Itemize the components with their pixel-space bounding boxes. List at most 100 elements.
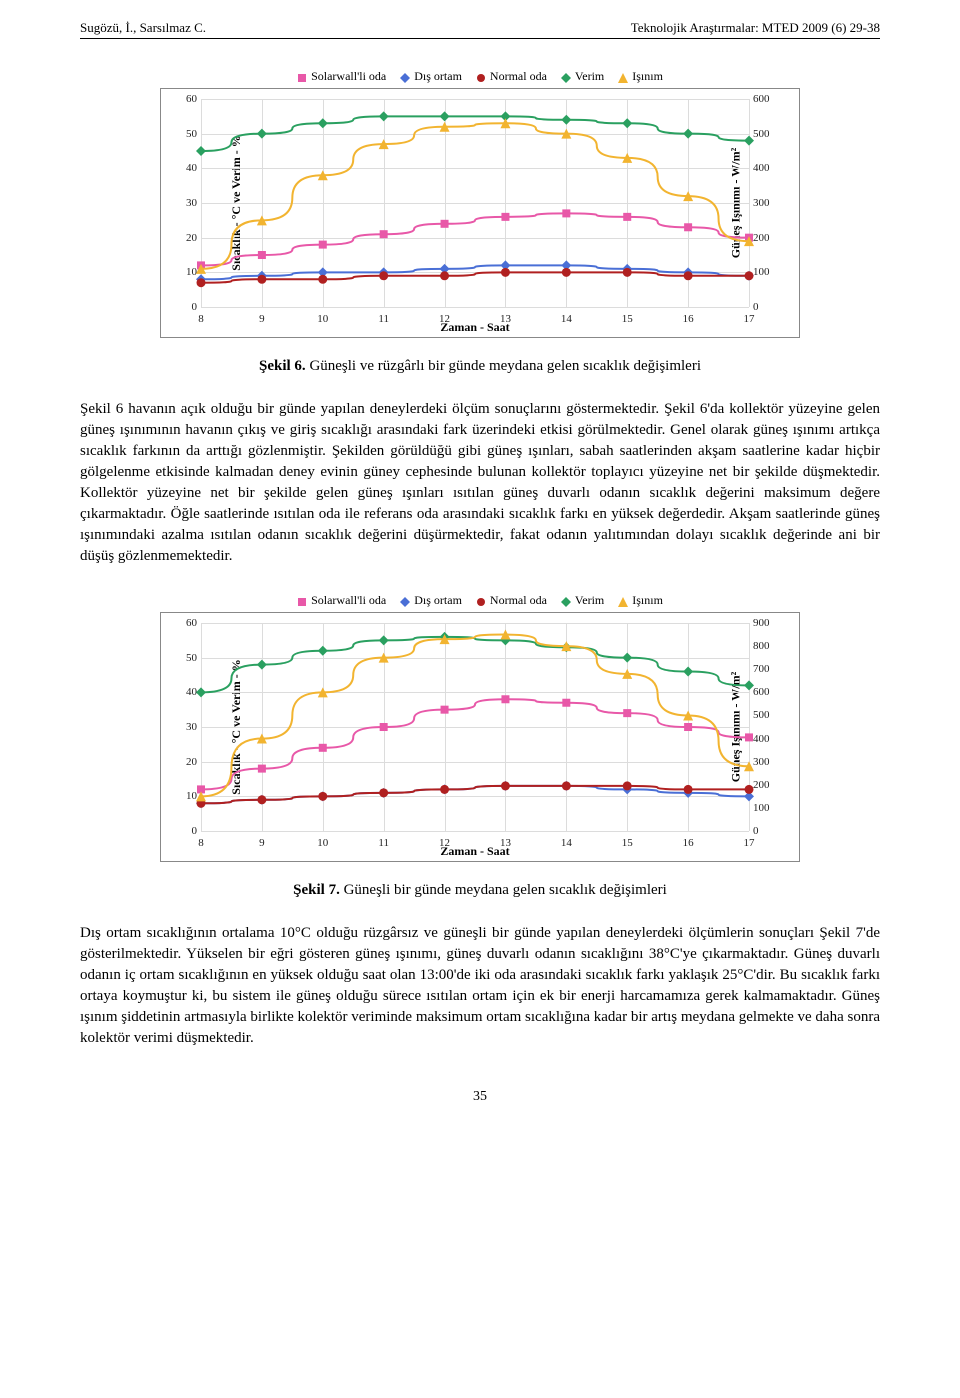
- y-right-tick: 900: [753, 617, 787, 629]
- legend-label: Verim: [575, 69, 604, 84]
- x-tick: 13: [500, 313, 511, 325]
- paragraph-1: Şekil 6 havanın açık olduğu bir günde ya…: [80, 399, 880, 567]
- y-left-tick: 60: [173, 93, 197, 105]
- x-tick: 13: [500, 837, 511, 849]
- y-left-tick: 10: [173, 790, 197, 802]
- legend-label: Normal oda: [490, 69, 547, 84]
- y-right-tick: 500: [753, 709, 787, 721]
- legend-marker-icon: [561, 72, 571, 82]
- y-right-tick: 200: [753, 232, 787, 244]
- x-tick: 16: [683, 837, 694, 849]
- x-tick: 11: [378, 313, 389, 325]
- x-tick: 12: [439, 313, 450, 325]
- legend-label: Işınım: [632, 69, 663, 84]
- legend-marker-icon: [400, 72, 410, 82]
- y-left-tick: 60: [173, 617, 197, 629]
- y-right-tick: 0: [753, 825, 787, 837]
- legend-item: Verim: [561, 593, 604, 608]
- y-left-tick: 20: [173, 232, 197, 244]
- figure-7-plot-area: Sıcaklık - °C ve Verim - % Güneş Işınımı…: [160, 612, 800, 862]
- x-tick: 9: [259, 837, 265, 849]
- y-right-tick: 800: [753, 640, 787, 652]
- legend-item: Solarwall'li oda: [297, 69, 386, 84]
- y-left-tick: 30: [173, 721, 197, 733]
- y-left-tick: 50: [173, 652, 197, 664]
- x-tick: 10: [317, 837, 328, 849]
- x-tick: 16: [683, 313, 694, 325]
- paragraph-2: Dış ortam sıcaklığının ortalama 10°C old…: [80, 923, 880, 1049]
- legend-label: Işınım: [632, 593, 663, 608]
- y-right-tick: 400: [753, 733, 787, 745]
- legend-label: Normal oda: [490, 593, 547, 608]
- figure-6-plot-area: Sıcaklık - °C ve Verim - % Güneş Işınımı…: [160, 88, 800, 338]
- x-tick: 15: [622, 313, 633, 325]
- page-header: Sugözü, İ., Sarsılmaz C. Teknolojik Araş…: [80, 20, 880, 39]
- header-left: Sugözü, İ., Sarsılmaz C.: [80, 20, 206, 36]
- legend-label: Verim: [575, 593, 604, 608]
- x-tick: 17: [744, 313, 755, 325]
- x-tick: 8: [198, 837, 204, 849]
- y-left-tick: 30: [173, 197, 197, 209]
- y-left-tick: 10: [173, 266, 197, 278]
- legend-item: Dış ortam: [400, 69, 462, 84]
- legend-label: Solarwall'li oda: [311, 593, 386, 608]
- legend-marker-icon: [297, 596, 307, 606]
- chart-series-svg: [201, 99, 749, 307]
- x-tick: 8: [198, 313, 204, 325]
- legend-item: Solarwall'li oda: [297, 593, 386, 608]
- x-tick: 14: [561, 837, 572, 849]
- figure-6-legend: Solarwall'li oda Dış ortam Normal oda Verim…: [160, 69, 800, 84]
- y-left-tick: 50: [173, 128, 197, 140]
- figure-7: Solarwall'li oda Dış ortam Normal oda Verim…: [160, 593, 800, 862]
- y-right-tick: 300: [753, 756, 787, 768]
- legend-marker-icon: [618, 72, 628, 82]
- x-tick: 10: [317, 313, 328, 325]
- legend-item: Işınım: [618, 593, 663, 608]
- x-tick: 14: [561, 313, 572, 325]
- legend-marker-icon: [400, 596, 410, 606]
- y-right-tick: 500: [753, 128, 787, 140]
- x-tick: 12: [439, 837, 450, 849]
- chart-series-svg: [201, 623, 749, 831]
- legend-marker-icon: [476, 72, 486, 82]
- y-right-tick: 700: [753, 663, 787, 675]
- legend-marker-icon: [297, 72, 307, 82]
- figure-7-legend: Solarwall'li oda Dış ortam Normal oda Verim…: [160, 593, 800, 608]
- y-right-tick: 100: [753, 802, 787, 814]
- y-right-tick: 600: [753, 686, 787, 698]
- legend-label: Dış ortam: [414, 69, 462, 84]
- y-left-tick: 0: [173, 301, 197, 313]
- legend-item: Dış ortam: [400, 593, 462, 608]
- legend-item: Verim: [561, 69, 604, 84]
- figure-6: Solarwall'li oda Dış ortam Normal oda Verim…: [160, 69, 800, 338]
- figure-6-caption-text: Güneşli ve rüzgârlı bir günde meydana ge…: [306, 358, 701, 374]
- legend-label: Solarwall'li oda: [311, 69, 386, 84]
- y-right-tick: 600: [753, 93, 787, 105]
- y-right-tick: 400: [753, 162, 787, 174]
- figure-7-caption-bold: Şekil 7.: [293, 882, 340, 898]
- legend-label: Dış ortam: [414, 593, 462, 608]
- y-left-tick: 40: [173, 686, 197, 698]
- x-tick: 17: [744, 837, 755, 849]
- header-right: Teknolojik Araştırmalar: MTED 2009 (6) 2…: [631, 20, 880, 36]
- y-right-tick: 200: [753, 779, 787, 791]
- legend-item: Işınım: [618, 69, 663, 84]
- y-left-tick: 0: [173, 825, 197, 837]
- x-tick: 15: [622, 837, 633, 849]
- legend-marker-icon: [561, 596, 571, 606]
- y-right-tick: 0: [753, 301, 787, 313]
- figure-7-caption-text: Güneşli bir günde meydana gelen sıcaklık…: [340, 882, 667, 898]
- legend-marker-icon: [476, 596, 486, 606]
- legend-marker-icon: [618, 596, 628, 606]
- figure-6-caption-bold: Şekil 6.: [259, 358, 306, 374]
- figure-7-caption: Şekil 7. Güneşli bir günde meydana gelen…: [80, 882, 880, 899]
- y-left-tick: 20: [173, 756, 197, 768]
- x-tick: 11: [378, 837, 389, 849]
- x-tick: 9: [259, 313, 265, 325]
- figure-6-caption: Şekil 6. Güneşli ve rüzgârlı bir günde m…: [80, 358, 880, 375]
- legend-item: Normal oda: [476, 69, 547, 84]
- y-right-tick: 300: [753, 197, 787, 209]
- legend-item: Normal oda: [476, 593, 547, 608]
- y-right-tick: 100: [753, 266, 787, 278]
- page-number: 35: [80, 1089, 880, 1105]
